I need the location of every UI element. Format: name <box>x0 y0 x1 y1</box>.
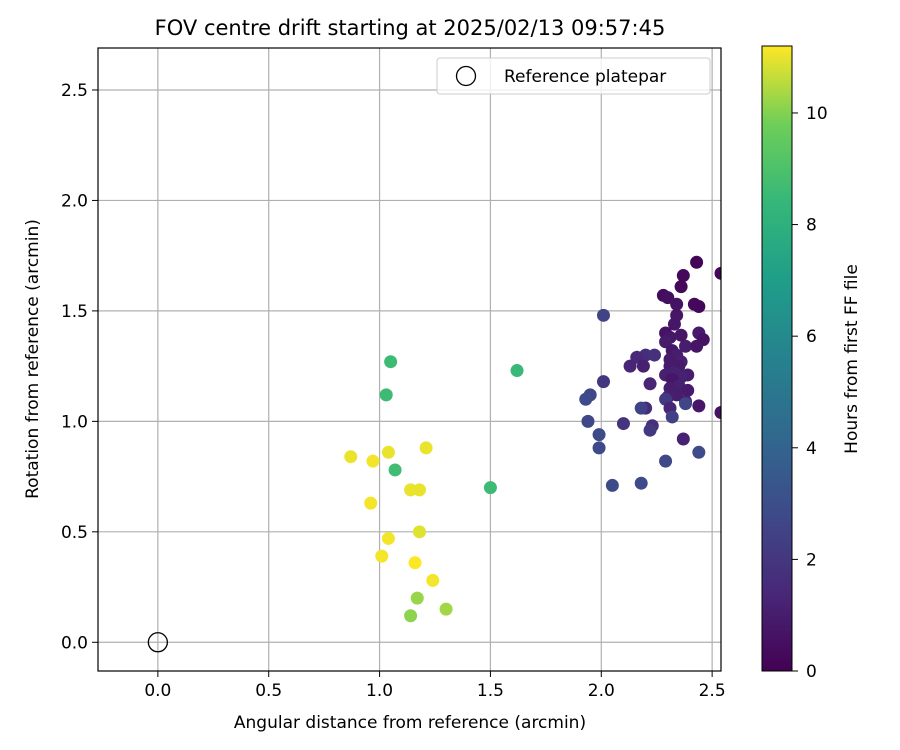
data-point <box>674 328 688 342</box>
data-point <box>426 573 440 587</box>
data-point <box>592 441 606 455</box>
y-tick-label: 2.5 <box>61 81 88 101</box>
data-point <box>381 531 395 545</box>
data-point <box>483 481 497 495</box>
data-point <box>692 299 706 313</box>
colorbar-label: Hours from first FF file <box>842 264 862 454</box>
data-point <box>366 454 380 468</box>
legend-box <box>436 57 711 95</box>
data-point <box>344 450 358 464</box>
data-point <box>404 609 418 623</box>
data-point <box>630 350 644 364</box>
data-point <box>679 397 693 411</box>
data-point <box>643 423 657 437</box>
colorbar-ticks: 0 2 4 6 8 10 <box>792 104 828 682</box>
x-axis-ticks: 0.0 0.5 1.0 1.5 2.0 2.5 <box>144 671 726 701</box>
data-point <box>634 401 648 415</box>
data-point <box>510 364 524 378</box>
data-point <box>692 399 706 413</box>
data-point <box>714 266 721 280</box>
data-point <box>676 432 690 446</box>
x-tick-label: 1.0 <box>366 681 393 701</box>
data-point <box>690 255 704 269</box>
data-point <box>636 359 650 373</box>
data-point <box>412 525 426 539</box>
x-tick-label: 1.5 <box>477 681 504 701</box>
colorbar-tick-label: 2 <box>806 550 817 570</box>
chart-title: FOV centre drift starting at 2025/02/13 … <box>155 16 666 40</box>
data-point <box>388 463 402 477</box>
data-point <box>679 339 693 353</box>
data-point <box>665 410 679 424</box>
data-point <box>659 454 673 468</box>
data-point <box>379 388 393 402</box>
data-point <box>661 291 675 305</box>
y-axis-ticks: 0.0 0.5 1.0 1.5 2.0 2.5 <box>61 81 98 653</box>
data-point <box>592 428 606 442</box>
y-tick-label: 2.0 <box>61 191 88 211</box>
colorbar-tick-label: 0 <box>806 662 817 682</box>
data-point <box>667 317 681 331</box>
colorbar-tick-label: 6 <box>806 327 817 347</box>
data-point <box>419 441 433 455</box>
data-point <box>643 377 657 391</box>
data-point <box>596 375 610 389</box>
data-point <box>659 335 673 349</box>
data-point <box>681 383 695 397</box>
data-point <box>581 414 595 428</box>
y-tick-label: 1.5 <box>61 302 88 322</box>
data-point <box>692 445 706 459</box>
data-point <box>605 478 619 492</box>
data-point <box>384 355 398 369</box>
colorbar-tick-label: 8 <box>806 216 817 236</box>
data-point <box>634 476 648 490</box>
data-point <box>674 280 688 294</box>
data-point <box>623 359 637 373</box>
y-tick-label: 0.5 <box>61 523 88 543</box>
x-tick-label: 2.0 <box>588 681 615 701</box>
data-point <box>408 556 422 570</box>
data-point <box>412 483 426 497</box>
data-point <box>410 591 424 605</box>
y-tick-label: 1.0 <box>61 412 88 432</box>
colorbar <box>761 45 793 672</box>
colorbar-tick-label: 4 <box>806 439 817 459</box>
reference-platepar-marker <box>147 632 169 653</box>
data-point <box>381 445 395 459</box>
data-points <box>344 255 721 623</box>
data-point <box>364 496 378 510</box>
reference-marker-group <box>147 632 169 653</box>
data-point <box>676 269 690 283</box>
data-point <box>579 392 593 406</box>
data-point <box>375 549 389 563</box>
grid <box>98 48 721 671</box>
data-point <box>647 348 661 362</box>
data-point <box>714 406 721 420</box>
x-tick-label: 2.5 <box>699 681 726 701</box>
data-point <box>439 602 453 616</box>
x-tick-label: 0.5 <box>255 681 282 701</box>
legend-label: Reference platepar <box>504 67 666 87</box>
legend-marker-icon <box>455 65 477 87</box>
legend: Reference platepar <box>436 57 711 95</box>
colorbar-tick-label: 10 <box>806 104 828 124</box>
x-axis-label: Angular distance from reference (arcmin) <box>234 713 586 733</box>
data-point <box>596 308 610 322</box>
x-tick-label: 0.0 <box>144 681 171 701</box>
plot-frame <box>97 47 722 672</box>
y-axis-label: Rotation from reference (arcmin) <box>23 219 43 499</box>
data-point <box>616 417 630 431</box>
data-point <box>690 339 704 353</box>
data-point <box>670 297 684 311</box>
y-tick-label: 0.0 <box>61 633 88 653</box>
